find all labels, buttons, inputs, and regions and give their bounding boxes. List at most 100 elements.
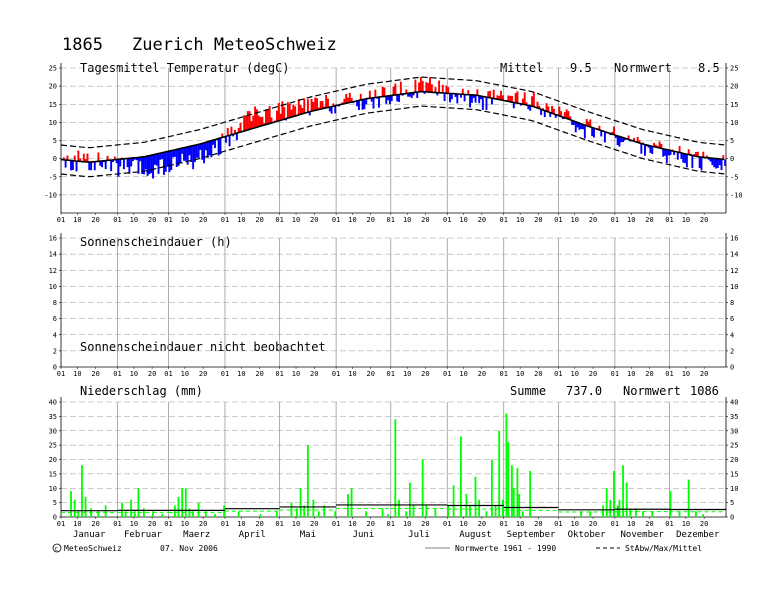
temperature-bar — [126, 158, 129, 168]
temperature-xtick-label: 20 — [421, 216, 429, 224]
temperature-bar — [527, 105, 530, 110]
precip-bar — [387, 514, 389, 517]
temperature-bar — [591, 127, 594, 137]
precip-bar — [505, 413, 508, 517]
temperature-bar — [201, 143, 204, 160]
sunshine-ytick-left: 0 — [53, 364, 57, 372]
temperature-bar — [115, 159, 118, 164]
month-label: Maerz — [183, 530, 210, 540]
legend-normal-text: Normwerte 1961 - 1990 — [455, 544, 556, 553]
temperature-bar — [137, 157, 140, 174]
precip-xtick-label: 01 — [554, 520, 562, 528]
precip-bar — [317, 511, 320, 517]
temperature-bar — [303, 98, 306, 114]
temperature-bar — [580, 123, 583, 129]
temperature-bar — [119, 159, 122, 167]
precip-bar — [625, 482, 628, 517]
temperature-xtick-label: 01 — [611, 216, 619, 224]
temperature-bar — [290, 109, 293, 118]
precip-bar — [609, 499, 612, 517]
temperature-bar — [159, 153, 162, 160]
temperature-bar — [210, 140, 213, 158]
temperature-bar — [427, 83, 430, 92]
temperature-bar — [319, 101, 322, 110]
temperature-bar — [327, 98, 329, 108]
temperature-bar — [75, 160, 78, 172]
temperature-xtick-label: 01 — [57, 216, 65, 224]
precip-bar — [173, 505, 176, 517]
sunshine-ytick-left: 8 — [53, 299, 57, 307]
temperature-ytick-left: -5 — [49, 173, 57, 181]
precip-xtick-label: 10 — [130, 520, 138, 528]
temperature-bar — [523, 92, 526, 105]
temperature-bar — [547, 106, 550, 112]
month-label: August — [459, 530, 492, 540]
temperature-bar — [337, 105, 340, 107]
temperature-bar — [472, 94, 475, 98]
temperature-bar — [716, 158, 719, 168]
sunshine-ytick-left: 4 — [53, 331, 57, 339]
temperature-bar — [538, 105, 541, 109]
precip-xtick-label: 20 — [310, 520, 318, 528]
temperature-bar — [512, 102, 515, 109]
temperature-bar — [186, 147, 189, 165]
precip-norm-label: Normwert — [623, 384, 681, 398]
sunshine-xtick-label: 10 — [403, 370, 411, 378]
precip-xtick-label: 01 — [275, 520, 283, 528]
temperature-bar — [540, 108, 543, 115]
temperature-bar — [454, 93, 457, 97]
precip-bar — [651, 511, 654, 517]
legend-stats-text: StAbw/Max/Mittel — [625, 544, 702, 553]
temperature-bar — [170, 150, 173, 170]
precip-bar — [214, 514, 216, 517]
temperature-bar — [173, 149, 176, 157]
precip-xtick-label: 10 — [348, 520, 356, 528]
temperature-bar — [662, 148, 665, 157]
sunshine-ytick-left: 16 — [49, 235, 57, 243]
temperature-bar — [277, 103, 280, 122]
precip-bar — [394, 419, 397, 517]
temperature-bar — [387, 96, 390, 101]
temperature-xtick-label: 10 — [130, 216, 138, 224]
temperature-bar — [132, 157, 134, 162]
temperature-bar — [541, 108, 544, 110]
precip-ytick-right: 10 — [730, 485, 738, 493]
month-label: Mai — [300, 530, 316, 540]
precip-ytick-right: 30 — [730, 427, 738, 435]
temperature-ytick-right: -5 — [730, 173, 738, 181]
temperature-bar — [163, 152, 165, 175]
precip-ytick-right: 35 — [730, 413, 738, 421]
temperature-bar — [77, 150, 80, 162]
precip-xtick-label: 10 — [292, 520, 300, 528]
temperature-bar — [589, 119, 592, 127]
temperature-bar — [398, 94, 400, 102]
temperature-bar — [161, 152, 164, 160]
temperature-bar — [507, 95, 510, 102]
temperature-bar — [480, 95, 482, 100]
precip-bar — [511, 465, 513, 517]
sunshine-xtick-label: 20 — [645, 370, 653, 378]
temperature-bar — [489, 90, 492, 98]
temperature-bar — [496, 95, 499, 100]
temperature-bar — [653, 142, 656, 147]
sunshine-xtick-label: 20 — [478, 370, 486, 378]
precip-xtick-label: 01 — [387, 520, 395, 528]
temperature-bar — [421, 80, 424, 92]
temperature-bar — [381, 86, 384, 97]
sunshine-xtick-label: 10 — [571, 370, 579, 378]
temperature-ytick-left: 25 — [49, 65, 57, 73]
precip-bar — [634, 508, 637, 517]
temperature-bar — [511, 95, 513, 102]
temperature-bar — [199, 144, 202, 150]
precip-bar — [529, 471, 532, 517]
sunshine-xtick-label: 20 — [255, 370, 263, 378]
temperature-bar — [430, 84, 433, 93]
precip-bar — [137, 488, 140, 517]
temperature-bar — [246, 111, 249, 131]
sunshine-xtick-label: 20 — [700, 370, 708, 378]
temperature-bar — [498, 95, 501, 100]
sunshine-xtick-label: 20 — [148, 370, 156, 378]
precip-bar — [629, 508, 632, 517]
precip-xtick-label: 01 — [113, 520, 121, 528]
